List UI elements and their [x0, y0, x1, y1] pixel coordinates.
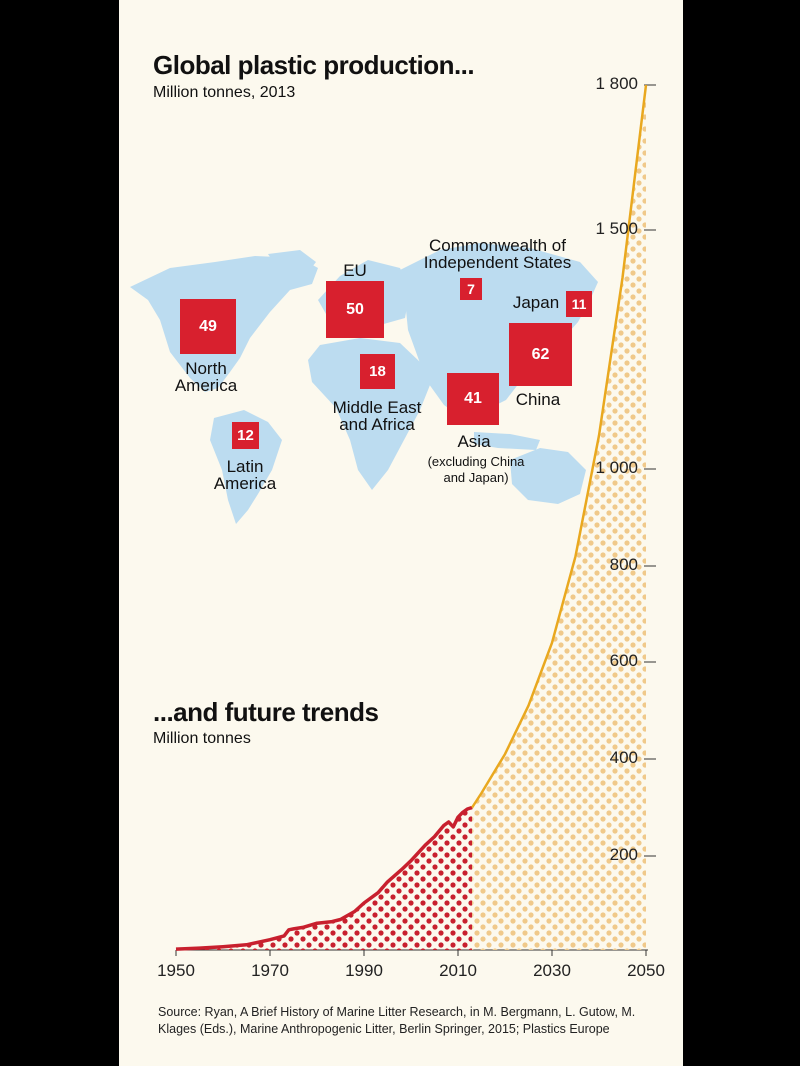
- x-tick-label: 2050: [627, 961, 665, 980]
- region-label-china: China: [515, 390, 561, 409]
- y-tick-label: 400: [609, 748, 638, 767]
- x-tick-label: 1970: [251, 961, 289, 980]
- region-name: America: [174, 376, 238, 395]
- region-name: America: [213, 474, 277, 493]
- region-label-cis: Commonwealth of Independent States: [410, 237, 585, 271]
- map-africa: [308, 338, 430, 490]
- trends-subtitle: Million tonnes: [153, 730, 251, 747]
- chart-lines: [175, 84, 648, 951]
- region-note-asia: (excluding China and Japan): [416, 454, 536, 486]
- region-name: Commonwealth of: [428, 236, 566, 255]
- region-value-japan: 11: [566, 291, 592, 317]
- y-tick-label: 200: [609, 845, 638, 864]
- historical-area: [176, 807, 473, 950]
- region-value-asia: 41: [447, 373, 499, 425]
- chart-areas: [176, 85, 646, 950]
- region-note: (excluding China: [427, 454, 525, 469]
- map-australia: [510, 448, 586, 504]
- x-tick-label: 2010: [439, 961, 477, 980]
- region-name: Middle East: [332, 398, 422, 417]
- map-indonesia: [474, 432, 540, 450]
- region-value-china: 62: [509, 323, 572, 386]
- region-label-latin-america: Latin America: [205, 458, 285, 492]
- historical-line: [175, 805, 473, 951]
- region-label-eu: EU: [343, 261, 367, 280]
- y-tick-label: 800: [609, 555, 638, 574]
- region-name: North: [185, 359, 227, 378]
- region-label-north-america: North America: [166, 360, 246, 394]
- region-label-middle-east-africa: Middle East and Africa: [322, 399, 432, 433]
- region-name: Latin: [226, 457, 264, 476]
- source-note: Source: Ryan, A Brief History of Marine …: [158, 1005, 636, 1036]
- region-value-eu: 50: [326, 281, 384, 338]
- trends-title: ...and future trends: [153, 697, 379, 727]
- region-value-middle-east-africa: 18: [360, 354, 395, 389]
- map-greenland: [268, 250, 316, 280]
- x-tick-label: 1990: [345, 961, 383, 980]
- region-label-asia: Asia: [457, 432, 491, 451]
- chart-title: Global plastic production...: [153, 50, 475, 80]
- y-tick-label: 1 800: [595, 74, 638, 93]
- region-label-japan: Japan: [512, 293, 560, 312]
- y-tick-label: 600: [609, 651, 638, 670]
- region-name: Independent States: [423, 253, 572, 272]
- region-value-latin-america: 12: [232, 422, 259, 449]
- x-tick-label: 1950: [157, 961, 195, 980]
- y-tick-label: 1 000: [595, 458, 638, 477]
- chart-subtitle: Million tonnes, 2013: [153, 84, 296, 101]
- x-tick-label: 2030: [533, 961, 571, 980]
- y-tick-label: 1 500: [595, 219, 638, 238]
- region-name: and Africa: [339, 415, 415, 434]
- map-south-america: [210, 410, 282, 524]
- projection-line: [471, 84, 648, 809]
- region-value-cis: 7: [460, 278, 482, 300]
- region-value-north-america: 49: [180, 299, 236, 354]
- projection-area: [472, 85, 646, 950]
- region-note: and Japan): [443, 470, 509, 485]
